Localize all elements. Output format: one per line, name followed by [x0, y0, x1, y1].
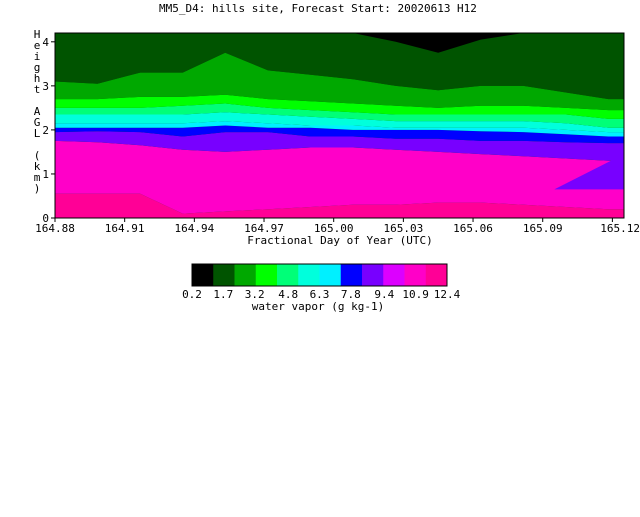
y-axis-label-char: m — [34, 171, 41, 184]
colorbar-tick-label: 3.2 — [245, 288, 265, 301]
contour-band-6 — [55, 121, 624, 137]
contour-band-7 — [55, 112, 624, 133]
x-tick-label: 164.97 — [244, 222, 284, 235]
y-axis-label-char: A — [34, 105, 41, 118]
colorbar-swatch — [192, 264, 214, 286]
colorbar-tick-label: 10.9 — [402, 288, 429, 301]
contour-band-8 — [55, 103, 624, 128]
contour-band-11 — [55, 33, 624, 100]
y-tick-label: 4 — [42, 36, 49, 49]
contour-band-9 — [55, 94, 624, 119]
y-axis-label-char: k — [34, 160, 41, 173]
y-axis-label-char: e — [34, 39, 41, 52]
contour-band-10 — [55, 52, 624, 111]
y-axis-label-char: L — [34, 127, 41, 140]
x-tick-label: 165.00 — [314, 222, 354, 235]
y-axis-label-char: ( — [34, 149, 41, 162]
colorbar-tick-label: 9.4 — [374, 288, 394, 301]
colorbar-swatch — [255, 264, 278, 286]
colorbar-tick-label: 1.7 — [213, 288, 233, 301]
y-tick-label: 0 — [42, 212, 49, 225]
colorbar-swatch — [383, 264, 405, 286]
x-tick-label: 164.91 — [105, 222, 145, 235]
colorbar-swatch — [234, 264, 257, 286]
colorbar-tick-label: 6.3 — [310, 288, 330, 301]
y-axis-label-char: H — [34, 28, 41, 41]
contour-intrusion — [554, 154, 624, 190]
colorbar-tick-label: 0.2 — [182, 288, 202, 301]
colorbar: 0.2 1.7 3.2 4.8 6.3 7.8 9.4 10.9 12.4 — [182, 263, 461, 301]
x-axis-label: Fractional Day of Year (UTC) — [247, 234, 432, 247]
colorbar-swatch — [213, 264, 235, 286]
x-tick-label: 164.88 — [35, 222, 75, 235]
plot-frame — [54, 32, 625, 219]
y-tick-label: 1 — [42, 168, 49, 181]
contour-band-4 — [55, 131, 624, 161]
colorbar-swatch — [340, 264, 363, 286]
x-tick-label: 165.12 — [600, 222, 640, 235]
colorbar-frame — [191, 263, 448, 287]
colorbar-swatch — [362, 264, 384, 286]
x-tick-label: 165.06 — [453, 222, 493, 235]
colorbar-tick-label: 12.4 — [434, 288, 461, 301]
contour-band-2 — [55, 140, 624, 214]
x-tick-label: 165.09 — [523, 222, 563, 235]
colorbar-swatch — [277, 264, 299, 286]
y-axis-label-char: h — [34, 72, 41, 85]
colorbar-swatch — [298, 264, 320, 286]
x-tick-label: 165.03 — [383, 222, 423, 235]
y-axis: 0 1 2 3 4 — [42, 36, 55, 225]
colorbar-swatch — [425, 264, 448, 286]
colorbar-tick-label: 4.8 — [278, 288, 298, 301]
y-axis-label-char: t — [34, 83, 41, 96]
colorbar-label: water vapor (g kg-1) — [252, 300, 384, 313]
chart-title: MM5_D4: hills site, Forecast Start: 2002… — [159, 2, 477, 15]
colorbar-swatch — [319, 264, 342, 286]
colorbar-swatch — [404, 264, 427, 286]
y-axis-label-char: G — [34, 116, 41, 129]
x-axis: 164.88 164.91 164.94 164.97 165.00 165.03 165.… — [35, 218, 640, 235]
contour-band-5 — [55, 125, 624, 144]
x-tick-label: 164.94 — [174, 222, 214, 235]
contour-band-1 — [55, 193, 624, 218]
colorbar-tick-label: 7.8 — [341, 288, 361, 301]
y-axis-label-char: i — [34, 50, 41, 63]
contour-band-12 — [55, 33, 624, 53]
y-tick-label: 2 — [42, 124, 49, 137]
plot-area — [54, 32, 625, 219]
y-axis-label-char: ) — [34, 182, 41, 195]
y-axis-label-char: g — [34, 61, 41, 74]
y-tick-label: 3 — [42, 80, 49, 93]
